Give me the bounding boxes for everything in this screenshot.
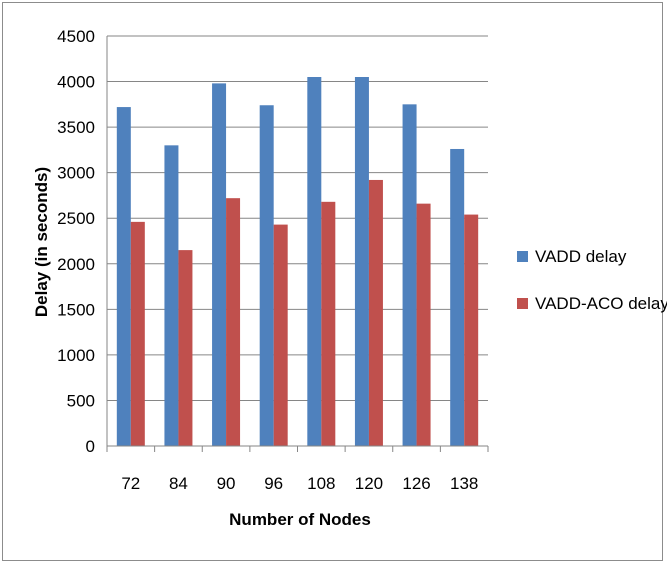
y-tick-label: 2000: [57, 255, 95, 274]
y-tick-label: 1000: [57, 346, 95, 365]
y-tick-label: 4000: [57, 73, 95, 92]
x-tick-label: 96: [264, 474, 283, 493]
y-tick-label: 3000: [57, 164, 95, 183]
y-tick-label: 0: [86, 437, 95, 456]
bar-vadd-120: [354, 77, 369, 446]
gridlines: [107, 35, 488, 401]
legend-label: VADD-ACO delay: [535, 294, 667, 313]
bar-vadd-108: [307, 77, 322, 446]
bar-vadd-aco-90: [226, 198, 241, 446]
x-axis-title: Number of Nodes: [229, 510, 371, 529]
legend: VADD delay VADD-ACO delay: [517, 247, 667, 313]
x-tick-label: 120: [355, 474, 383, 493]
x-tick-label: 84: [169, 474, 188, 493]
bar-vadd-96: [259, 105, 274, 446]
bar-vadd-aco-96: [273, 224, 288, 446]
legend-swatch: [517, 298, 528, 309]
y-axis-title: Delay (in seconds): [32, 167, 51, 317]
legend-label: VADD delay: [535, 247, 627, 266]
bar-vadd-aco-138: [464, 214, 479, 446]
y-tick-label: 1500: [57, 300, 95, 319]
bar-vadd-aco-108: [321, 201, 336, 446]
bar-vadd-90: [212, 83, 227, 446]
y-tick-label: 2500: [57, 209, 95, 228]
bar-vadd-126: [402, 104, 417, 446]
y-tick-label: 3500: [57, 118, 95, 137]
bar-vadd-aco-120: [368, 179, 383, 446]
bar-vadd-aco-72: [130, 221, 145, 446]
bar-vadd-aco-126: [416, 203, 431, 446]
bar-vadd-84: [164, 145, 179, 447]
y-tick-labels: 0 500 1000 1500 2000 2500 3000 3500 4000 4500: [57, 27, 95, 456]
legend-swatch: [517, 251, 528, 262]
y-tick-label: 4500: [57, 27, 95, 46]
bar-vadd-138: [450, 148, 465, 446]
x-tick-label: 72: [121, 474, 140, 493]
bar-vadd-72: [116, 107, 131, 447]
x-tick-label: 138: [450, 474, 478, 493]
axes: [106, 36, 489, 452]
x-tick-label: 126: [402, 474, 430, 493]
y-tick-label: 500: [67, 391, 95, 410]
x-tick-labels: 72 84 90 96 108 120 126 138: [121, 474, 478, 493]
x-tick-label: 108: [307, 474, 335, 493]
x-tick-label: 90: [217, 474, 236, 493]
bar-vadd-aco-84: [178, 250, 193, 446]
bars: [116, 77, 479, 447]
